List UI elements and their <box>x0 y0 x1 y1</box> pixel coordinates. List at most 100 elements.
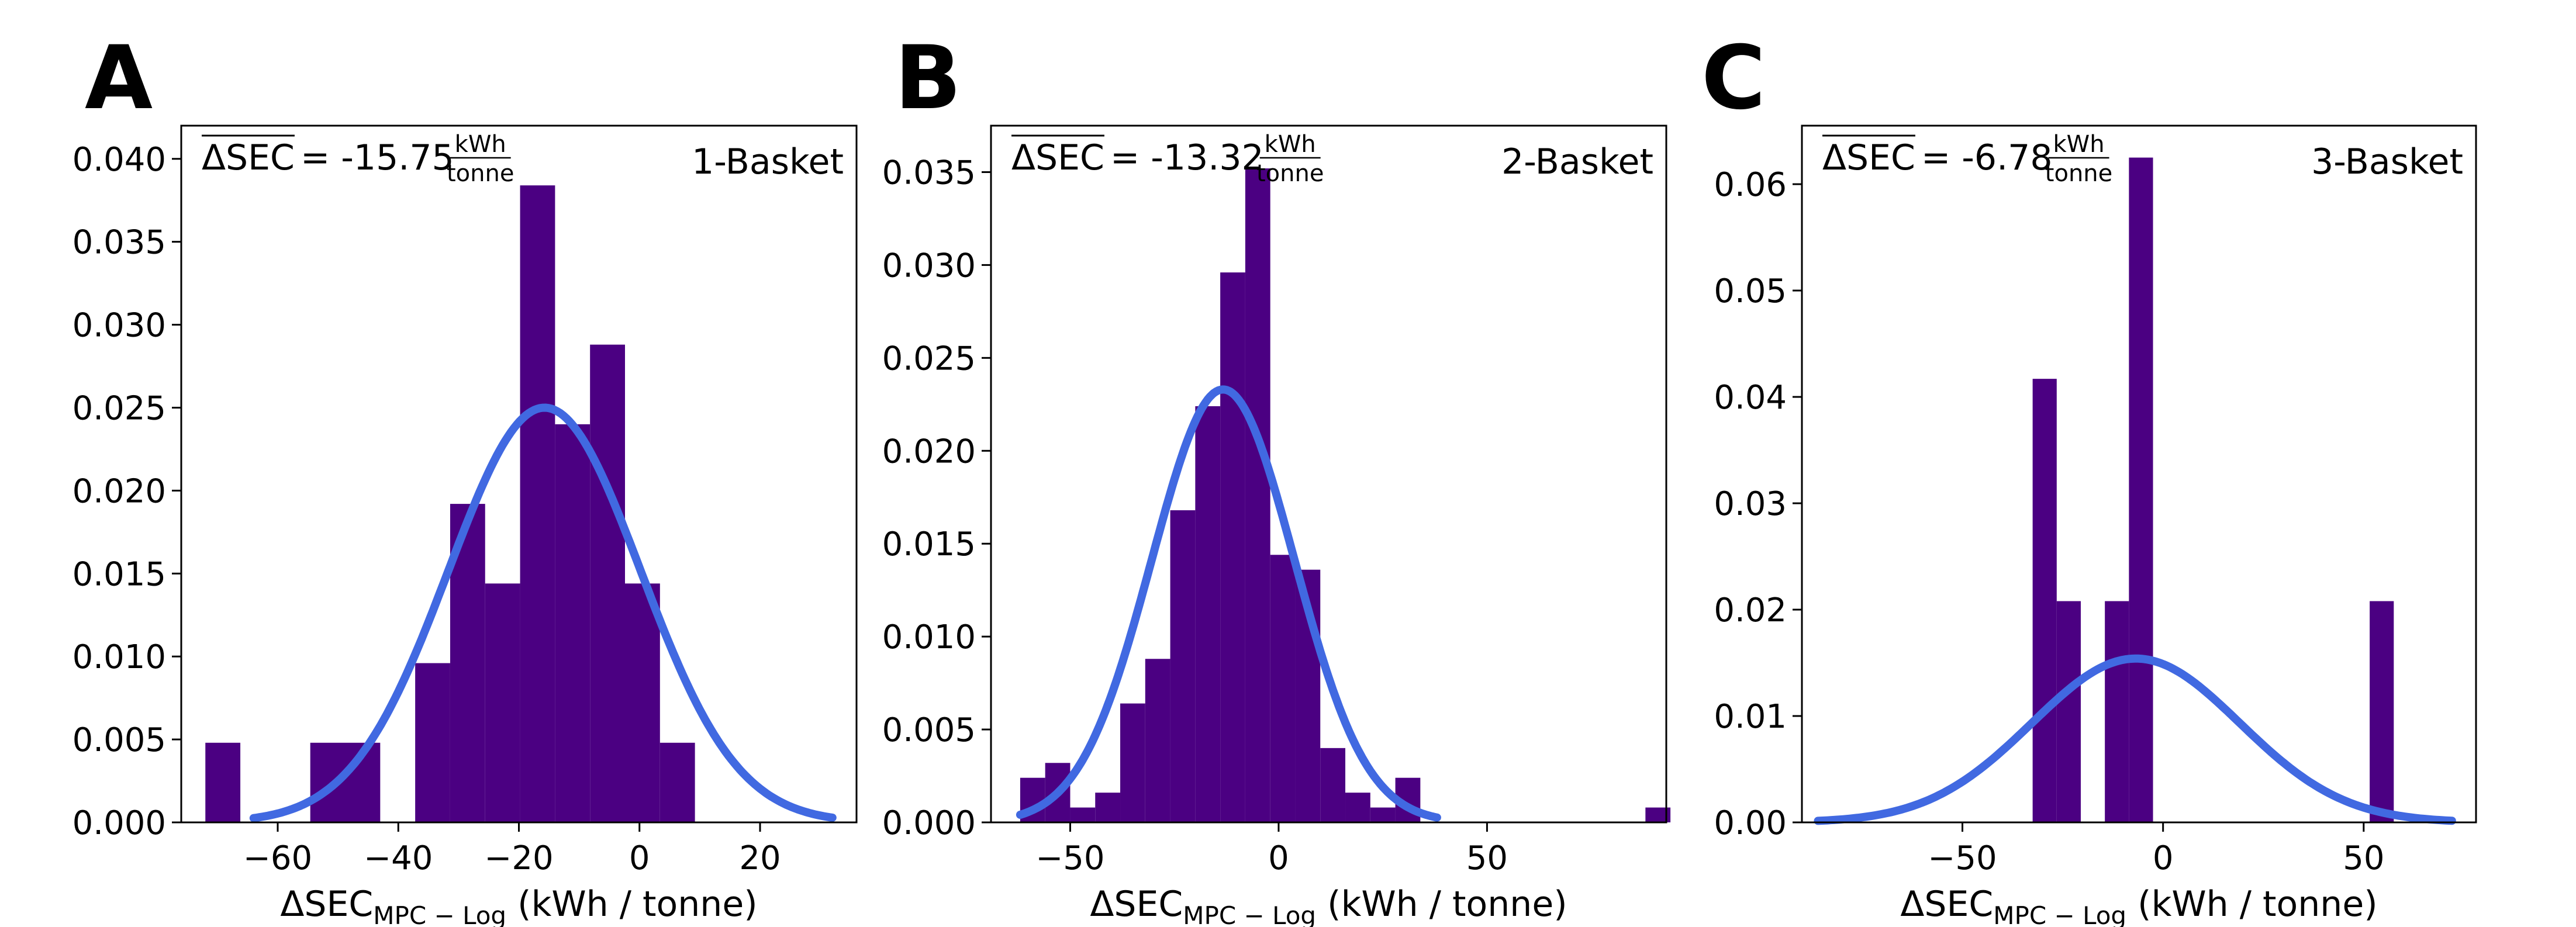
y-tick-label: 0.03 <box>1714 485 1787 523</box>
y-tick-label: 0.025 <box>72 389 166 427</box>
x-axis-label-sub: MPC − Log <box>373 901 506 927</box>
y-tick-label: 0.040 <box>72 141 166 179</box>
y-tick-label: 0.020 <box>882 433 976 471</box>
histogram-bar <box>1245 168 1270 822</box>
x-tick-label: −40 <box>364 839 433 877</box>
panel-letter: B <box>895 27 961 129</box>
unit-numerator: kWh <box>1265 131 1316 158</box>
mean-symbol: ΔSEC <box>202 137 295 178</box>
histogram-bar <box>1220 272 1245 823</box>
histogram-bar <box>2105 601 2129 822</box>
histogram-panel-a: A −60 −40 −20 0 20 0.000 0.005 0.010 0.015 0.020 0.… <box>72 27 858 927</box>
histogram-bars <box>1020 168 1671 823</box>
histogram-bar <box>659 742 695 822</box>
y-tick-label: 0.04 <box>1714 379 1787 417</box>
fit-curve <box>1814 654 2456 825</box>
fit-curve <box>1016 385 1441 822</box>
histogram-bar <box>520 185 555 823</box>
x-tick-label: 50 <box>2343 839 2384 877</box>
y-tick-label: 0.015 <box>882 525 976 563</box>
histogram-bars <box>2032 157 2394 822</box>
x-axis-label-sub: MPC − Log <box>1183 901 1316 927</box>
x-axis-label: ΔSECMPC − Log (kWh / tonne) <box>1090 884 1567 927</box>
y-tick-label: 0.025 <box>882 340 976 378</box>
histogram-bar <box>1095 793 1121 822</box>
x-axis-label-unit: (kWh / tonne) <box>2126 884 2378 925</box>
histogram-bar <box>1070 807 1096 822</box>
histogram-bar <box>1345 793 1370 822</box>
y-tick-label: 0.000 <box>72 804 166 842</box>
y-tick-label: 0.000 <box>882 804 976 842</box>
histogram-bar <box>1320 748 1346 822</box>
histogram-bar <box>555 424 591 822</box>
basket-label: 1-Basket <box>692 141 844 182</box>
unit-denominator: tonne <box>2045 160 2112 187</box>
histogram-bar <box>1145 659 1170 822</box>
basket-label: 3-Basket <box>2311 141 2463 182</box>
histogram-bar <box>1270 555 1296 822</box>
x-tick-label: 50 <box>1466 839 1508 877</box>
histogram-bar <box>590 344 625 822</box>
y-tick-label: 0.01 <box>1714 698 1787 736</box>
x-axis-label: ΔSECMPC − Log (kWh / tonne) <box>280 884 757 927</box>
y-tick-label: 0.030 <box>882 247 976 285</box>
mean-symbol: ΔSEC <box>1011 137 1104 178</box>
x-tick-label: 20 <box>739 839 781 877</box>
y-tick-label: 0.05 <box>1714 272 1787 310</box>
x-tick-label: −50 <box>1928 839 1997 877</box>
panel-letter: A <box>85 27 153 129</box>
y-tick-label: 0.005 <box>72 721 166 759</box>
basket-label: 2-Basket <box>1501 141 1653 182</box>
histogram-bars <box>205 185 695 823</box>
histogram-panel-c: C−50 0 500.000.010.020.030.040.050.06ΔSECM… <box>1701 27 2477 927</box>
x-tick-label: −20 <box>484 839 553 877</box>
histogram-bar <box>415 663 450 822</box>
axes-frame <box>1801 124 2477 824</box>
histogram-bar <box>2129 157 2153 822</box>
mean-symbol: ΔSEC <box>1822 137 1915 178</box>
y-tick-label: 0.035 <box>72 224 166 262</box>
histogram-bar <box>1170 510 1196 822</box>
mean-value: = -6.78 <box>1921 137 2053 178</box>
histogram-bar <box>2032 379 2057 822</box>
histogram-bar <box>485 583 520 822</box>
panel-letter: C <box>1701 27 1766 129</box>
x-axis-label-sub: MPC − Log <box>1993 901 2126 927</box>
histogram-bar <box>2056 601 2081 822</box>
x-axis-label-unit: (kWh / tonne) <box>506 884 758 925</box>
unit-denominator: tonne <box>1256 160 1324 187</box>
axes-frame <box>990 124 1667 824</box>
x-axis-label-main: ΔSEC <box>1900 884 1993 925</box>
x-tick-label: 0 <box>2153 839 2174 877</box>
x-axis-label-main: ΔSEC <box>1090 884 1183 925</box>
histogram-bar <box>1195 406 1221 822</box>
histogram-bar <box>205 742 241 822</box>
y-tick-label: 0.035 <box>882 154 976 192</box>
y-tick-label: 0.02 <box>1714 592 1787 629</box>
x-tick-label: 0 <box>1268 839 1289 877</box>
histogram-panel-b: B −50 0 50 0.000 0.005 0.010 0.015 0.020 0.025 0.0… <box>882 27 1671 927</box>
y-tick-label: 0.030 <box>72 307 166 345</box>
x-axis-label: ΔSECMPC − Log (kWh / tonne) <box>1900 884 2377 927</box>
y-tick-label: 0.06 <box>1714 166 1787 204</box>
x-axis-label-main: ΔSEC <box>280 884 373 925</box>
unit-numerator: kWh <box>455 131 506 158</box>
histogram-bar <box>625 583 660 822</box>
mean-value: = -15.75 <box>301 137 454 178</box>
x-axis-label-unit: (kWh / tonne) <box>1316 884 1567 925</box>
unit-numerator: kWh <box>2053 131 2104 158</box>
y-tick-label: 0.010 <box>882 618 976 656</box>
y-tick-label: 0.00 <box>1714 804 1787 842</box>
fit-curve <box>249 403 837 822</box>
histogram-bar <box>1120 703 1145 822</box>
unit-denominator: tonne <box>447 160 514 187</box>
mean-value: = -13.32 <box>1110 137 1264 178</box>
histogram-bar <box>2370 601 2394 822</box>
y-tick-label: 0.015 <box>72 555 166 593</box>
x-tick-label: −50 <box>1035 839 1104 877</box>
x-tick-label: −60 <box>243 839 312 877</box>
y-tick-label: 0.010 <box>72 638 166 676</box>
y-tick-label: 0.020 <box>72 472 166 510</box>
y-tick-label: 0.005 <box>882 711 976 749</box>
